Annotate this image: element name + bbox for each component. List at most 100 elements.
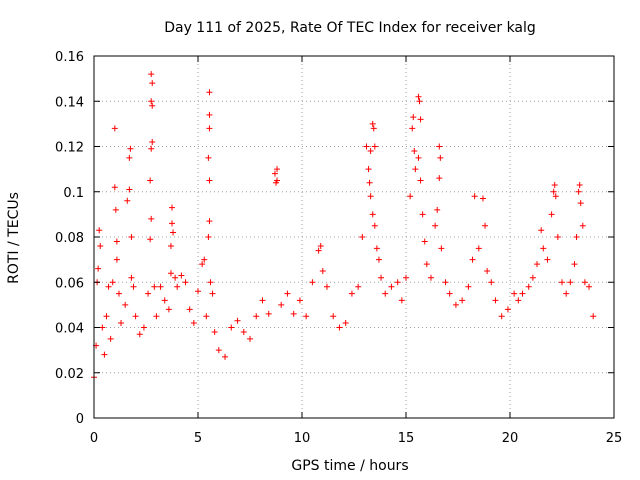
data-point [228, 324, 235, 331]
data-point [412, 166, 419, 173]
data-point [182, 279, 189, 286]
data-point [206, 125, 213, 132]
data-point [538, 227, 545, 234]
data-point [149, 102, 156, 109]
data-point [319, 267, 326, 274]
data-point [97, 243, 104, 250]
data-point [415, 154, 422, 161]
data-point [475, 245, 482, 252]
data-point [207, 279, 214, 286]
data-point [206, 111, 213, 118]
data-point [222, 353, 229, 360]
data-point [203, 313, 210, 320]
data-point [147, 177, 154, 184]
data-point [563, 290, 570, 297]
data-point [403, 274, 409, 281]
data-point [247, 335, 253, 342]
data-point [253, 313, 260, 320]
data-point [240, 329, 247, 336]
data-point [259, 297, 266, 304]
data-point [205, 154, 212, 161]
data-point [373, 245, 380, 252]
data-point [471, 193, 478, 200]
data-point [498, 313, 505, 320]
x-tick-label: 15 [398, 431, 415, 446]
data-point [577, 200, 584, 207]
data-point [370, 125, 377, 132]
y-tick-label: 0.06 [55, 276, 84, 291]
data-point [365, 166, 372, 173]
data-point [122, 301, 129, 308]
data-point [172, 274, 179, 281]
data-point [407, 193, 414, 200]
data-point [107, 335, 114, 342]
data-point [534, 261, 541, 268]
data-point [567, 279, 574, 286]
data-point [529, 274, 536, 281]
data-point [378, 274, 385, 281]
chart-title: Day 111 of 2025, Rate Of TEC Index for r… [164, 20, 536, 36]
data-point [151, 283, 158, 290]
data-point [136, 331, 143, 338]
data-point [315, 247, 322, 254]
data-point [169, 204, 175, 211]
data-point [375, 256, 382, 263]
data-point [367, 193, 374, 200]
y-tick-label: 0.04 [55, 322, 84, 337]
data-point [469, 256, 476, 263]
tick-labels: 0 5 10 15 20 25 0 0.02 0.04 0.06 0.08 0.1 0.12 0.14 0.… [55, 50, 622, 446]
x-tick-label: 20 [502, 431, 519, 446]
data-point [421, 238, 428, 245]
data-point [211, 329, 218, 336]
data-point [148, 98, 155, 105]
data-point [492, 297, 499, 304]
data-point [409, 125, 416, 132]
data-point [540, 245, 547, 252]
y-axis-title: ROTI / TECUs [6, 192, 22, 284]
data-point [369, 120, 376, 127]
data-point [234, 317, 241, 324]
data-point [169, 220, 175, 227]
data-point [167, 243, 174, 250]
data-point [359, 234, 366, 240]
data-point [206, 89, 213, 96]
data-point [199, 261, 206, 268]
data-point [581, 279, 588, 286]
data-point [388, 283, 395, 290]
data-point [195, 288, 201, 295]
data-point [128, 234, 135, 240]
data-point [330, 313, 337, 320]
data-point [111, 125, 118, 132]
data-point [170, 229, 177, 236]
data-point [296, 297, 303, 304]
data-point [153, 313, 160, 320]
data-point [178, 272, 185, 279]
x-axis-title: GPS time / hours [291, 458, 408, 474]
data-point [571, 261, 578, 268]
data-point [140, 324, 147, 331]
data-point [126, 186, 133, 193]
data-point [550, 188, 557, 195]
data-point [265, 310, 272, 317]
data-point [363, 143, 370, 150]
data-point [436, 143, 443, 150]
data-point [446, 290, 453, 297]
data-point [484, 267, 491, 274]
y-tick-label: 0.1 [63, 186, 84, 201]
data-point [482, 222, 489, 229]
data-point [112, 206, 119, 213]
data-point [205, 234, 212, 240]
data-point [398, 297, 405, 304]
data-point [548, 211, 555, 218]
y-tick-label: 0 [76, 412, 84, 427]
data-point [544, 256, 551, 263]
data-point [519, 290, 526, 297]
data-point [149, 138, 156, 145]
data-point [479, 195, 486, 202]
data-point [525, 283, 532, 290]
data-point [115, 290, 122, 297]
data-point [274, 166, 281, 173]
data-point [149, 80, 156, 87]
y-tick-label: 0.08 [55, 231, 84, 246]
data-point [511, 290, 518, 297]
